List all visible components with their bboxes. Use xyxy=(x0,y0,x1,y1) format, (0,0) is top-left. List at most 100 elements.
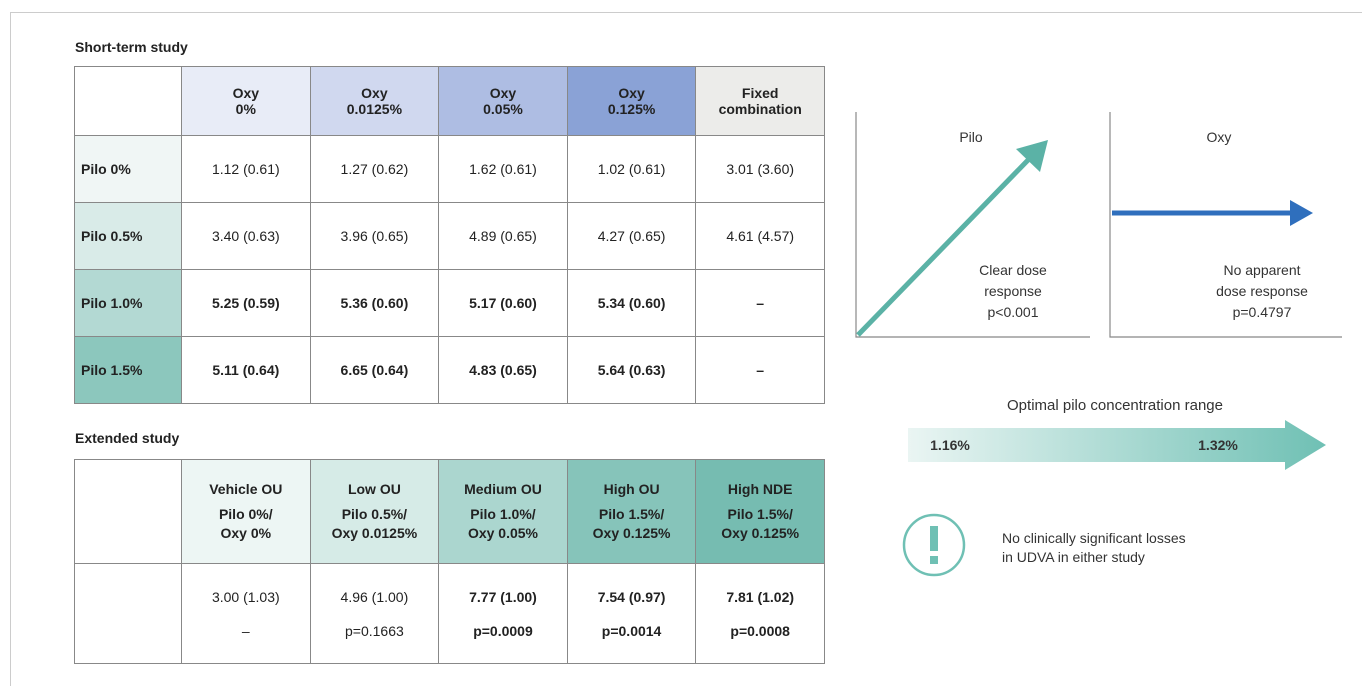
data-row: Pilo 1.5% 5.11 (0.64) 6.65 (0.64) 4.83 (0.6… xyxy=(74,336,825,404)
cell-line: Oxy xyxy=(232,85,260,101)
alert-bar xyxy=(930,526,938,551)
note: No clinically significant losses xyxy=(1002,530,1186,546)
value: 7.54 (0.97) xyxy=(597,588,666,605)
cell-line: Oxy 0.05% xyxy=(467,525,539,541)
data-cell: 1.62 (0.61) xyxy=(438,135,568,203)
cell-line: Pilo 1.0%/ xyxy=(470,506,536,522)
p-value: p=0.0009 xyxy=(473,622,533,639)
data-row: 3.00 (1.03) – 4.96 (1.00) p=0.1663 7.77 (1.0… xyxy=(74,563,825,664)
data-row: Pilo 1.0% 5.25 (0.59) 5.36 (0.60) 5.17 (0.6… xyxy=(74,269,825,337)
header-cell: Oxy 0.125% xyxy=(566,66,697,136)
cell-line: Oxy xyxy=(618,85,645,101)
corner-cell xyxy=(74,459,182,564)
data-cell: 5.11 (0.64) xyxy=(181,336,311,404)
cell-line: Low OU xyxy=(347,481,401,497)
data-cell: 3.96 (0.65) xyxy=(309,202,440,270)
short-term-title: Short-term study xyxy=(75,39,188,55)
data-cell: 5.64 (0.63) xyxy=(566,336,697,404)
range-title: Optimal pilo concentration range xyxy=(1007,397,1223,414)
panel-caption: p<0.001 xyxy=(988,304,1039,320)
value: 7.77 (1.00) xyxy=(469,588,537,605)
cell-line: Oxy xyxy=(489,85,517,101)
cell-line: 0.0125% xyxy=(346,101,403,117)
header-row: Oxy 0% Oxy 0.0125% Oxy 0.05% Oxy 0.125% Fixed com… xyxy=(74,66,825,136)
note: in UDVA in either study xyxy=(1002,549,1145,565)
panel-caption: response xyxy=(984,283,1042,299)
cell-line: Medium OU xyxy=(464,481,542,497)
panel-caption: No apparent xyxy=(1223,262,1300,278)
cell-line: 0% xyxy=(235,101,256,117)
value: 4.96 (1.00) xyxy=(340,588,409,605)
extended-table: Vehicle OU Pilo 0%/ Oxy 0% Low OU Pilo 0.5%/… xyxy=(74,459,825,664)
cell-line: Vehicle OU xyxy=(209,481,283,497)
p-value: – xyxy=(241,622,250,639)
pilo-arrow xyxy=(856,156,1032,337)
cell-line: High NDE xyxy=(727,481,793,497)
row-header: Pilo 1.5% xyxy=(74,336,182,404)
corner-cell xyxy=(74,66,182,136)
data-cell: 1.27 (0.62) xyxy=(309,135,440,203)
panel-title: Pilo xyxy=(959,129,983,145)
cell-line: Pilo 0%/ xyxy=(218,506,273,522)
header-cell: Oxy 0.05% xyxy=(438,66,568,136)
header-cell: Oxy 0% xyxy=(181,66,311,136)
cell-line: Pilo 1.5%/ xyxy=(598,506,665,522)
data-cell: 5.36 (0.60) xyxy=(309,269,440,337)
header-cell: Vehicle OU Pilo 0%/ Oxy 0% xyxy=(181,459,311,564)
frame xyxy=(10,12,1362,686)
alert-icon xyxy=(902,513,966,577)
oxy-axes xyxy=(1109,112,1342,338)
panel-caption: p=0.4797 xyxy=(1233,304,1292,320)
cell-line: High OU xyxy=(603,481,660,497)
p-value: p=0.1663 xyxy=(344,622,404,639)
data-cell: 5.34 (0.60) xyxy=(566,269,697,337)
row-header xyxy=(74,563,182,664)
value: 3.00 (1.03) xyxy=(211,588,280,605)
header-cell: Fixed combination xyxy=(695,66,825,136)
data-cell: 3.00 (1.03) – xyxy=(181,563,311,664)
data-cell: – xyxy=(695,269,825,337)
data-cell: 4.96 (1.00) p=0.1663 xyxy=(309,563,440,664)
data-cell: 5.17 (0.60) xyxy=(438,269,568,337)
oxy-arrowhead xyxy=(1290,200,1313,226)
p-value: p=0.0008 xyxy=(730,622,790,639)
header-cell: High OU Pilo 1.5%/ Oxy 0.125% xyxy=(566,459,697,564)
data-cell: 3.01 (3.60) xyxy=(695,135,825,203)
short-term-table: Oxy 0% Oxy 0.0125% Oxy 0.05% Oxy 0.125% Fixed com… xyxy=(74,66,825,404)
p-value: p=0.0014 xyxy=(601,622,662,639)
header-cell: Oxy 0.0125% xyxy=(309,66,440,136)
cell-line: Oxy 0.125% xyxy=(592,525,671,541)
data-cell: 7.77 (1.00) p=0.0009 xyxy=(438,563,568,664)
cell-line: Oxy 0.125% xyxy=(721,525,800,541)
pilo-arrowhead xyxy=(1016,140,1048,172)
data-cell: 7.81 (1.02) p=0.0008 xyxy=(695,563,825,664)
data-cell: 7.54 (0.97) p=0.0014 xyxy=(566,563,697,664)
data-cell: 1.12 (0.61) xyxy=(181,135,311,203)
data-cell: 4.89 (0.65) xyxy=(438,202,568,270)
row-header: Pilo 0% xyxy=(74,135,182,203)
panel-title: Oxy xyxy=(1207,129,1232,145)
cell-line: Oxy 0.0125% xyxy=(331,525,418,541)
cell-line: Pilo 0.5%/ xyxy=(341,506,408,522)
panel-caption: Clear dose xyxy=(979,262,1047,278)
cell-line: 0.125% xyxy=(607,101,656,117)
pilo-axes xyxy=(855,112,1090,338)
data-cell: 6.65 (0.64) xyxy=(309,336,440,404)
cell-line: Pilo 1.5%/ xyxy=(727,506,793,522)
cell-line: Oxy xyxy=(361,85,388,101)
alert-dot xyxy=(930,556,938,564)
cell-line: Oxy 0% xyxy=(220,525,272,541)
extended-title: Extended study xyxy=(75,430,180,446)
data-cell: 4.83 (0.65) xyxy=(438,336,568,404)
cell-line: Fixed xyxy=(741,85,779,101)
data-row: Pilo 0.5% 3.40 (0.63) 3.96 (0.65) 4.89 (0.6… xyxy=(74,202,825,270)
data-cell: 4.27 (0.65) xyxy=(566,202,697,270)
range-low: 1.16% xyxy=(930,437,970,453)
header-row: Vehicle OU Pilo 0%/ Oxy 0% Low OU Pilo 0.5%/… xyxy=(74,459,825,564)
header-cell: High NDE Pilo 1.5%/ Oxy 0.125% xyxy=(695,459,825,564)
panel-caption: dose response xyxy=(1216,283,1308,299)
range-arrow xyxy=(908,420,1326,470)
value: 7.81 (1.02) xyxy=(726,588,795,605)
